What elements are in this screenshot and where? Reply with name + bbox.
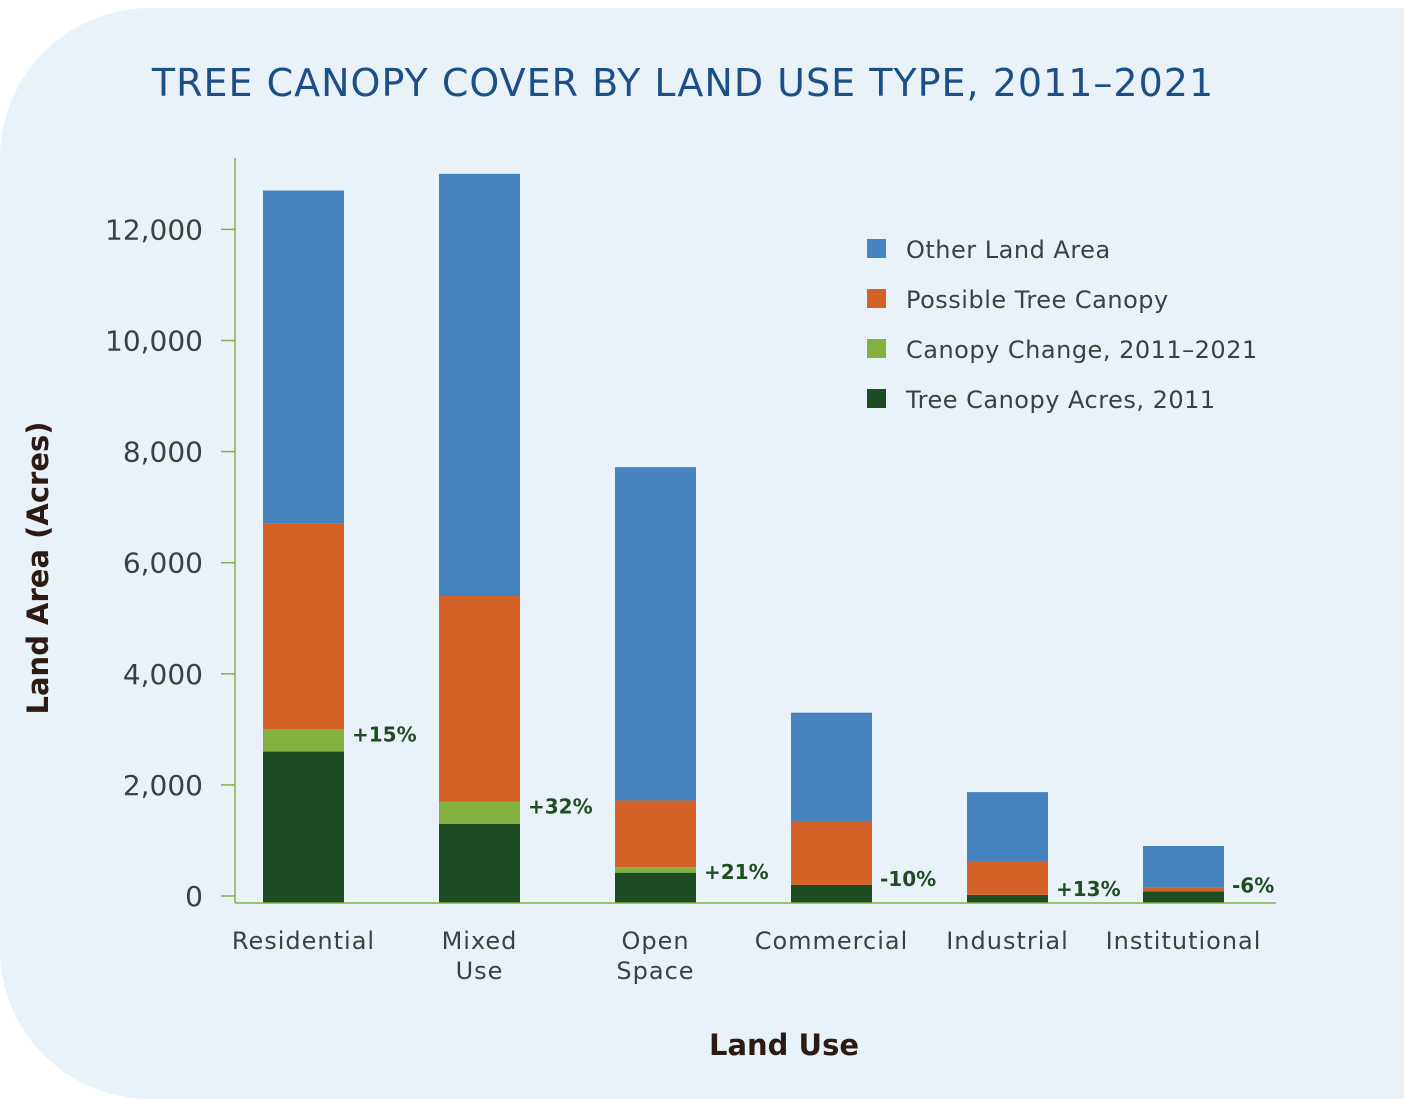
- y-tick-label: 10,000: [105, 325, 203, 358]
- legend-label: Other Land Area: [906, 236, 1111, 264]
- change-label: +13%: [1056, 877, 1121, 901]
- x-tick-label: Mixed: [442, 927, 518, 955]
- bar-segment: [263, 523, 344, 730]
- bar-segment: [791, 821, 872, 885]
- y-tick-label: 0: [185, 880, 203, 913]
- x-tick-label: Space: [616, 957, 694, 985]
- bar-stack: +15%: [263, 190, 417, 903]
- legend-item: Other Land Area: [867, 236, 1111, 264]
- bar-segment: [967, 894, 1048, 903]
- bar-segment: [791, 712, 872, 822]
- change-label: -10%: [880, 867, 936, 891]
- bar-segment: [439, 596, 520, 802]
- legend-item: Tree Canopy Acres, 2011: [867, 386, 1216, 414]
- x-tick-label: Open: [621, 927, 689, 955]
- bar-segment: [967, 861, 1048, 895]
- y-tick-label: 12,000: [105, 213, 203, 246]
- y-tick-label: 6,000: [123, 547, 203, 580]
- x-tick-label: Residential: [232, 927, 375, 955]
- bar-segment: [791, 884, 872, 903]
- bar-segment: [263, 729, 344, 752]
- legend-label: Possible Tree Canopy: [906, 286, 1169, 314]
- bar-segment: [1143, 846, 1224, 888]
- bar-stack: +13%: [967, 792, 1121, 903]
- bar-segment: [615, 872, 696, 903]
- bar-segment: [967, 792, 1048, 862]
- change-label: +32%: [528, 795, 593, 819]
- y-axis: 0 2,000 4,000 6,000 8,000 10,000 12,000: [105, 158, 236, 913]
- bar-stack: -6%: [1143, 846, 1274, 903]
- legend-item: Possible Tree Canopy: [867, 286, 1169, 314]
- bar-segment: [615, 467, 696, 801]
- bars: +15% +32% +21% -10% +13% -6%: [263, 173, 1274, 903]
- bar-segment: [439, 801, 520, 824]
- legend-swatch: [867, 289, 886, 308]
- legend-swatch: [867, 389, 886, 408]
- chart-title: TREE CANOPY COVER BY LAND USE TYPE, 2011…: [151, 61, 1214, 105]
- bar-segment: [439, 173, 520, 597]
- bar-segment: [1143, 887, 1224, 892]
- bar-segment: [263, 751, 344, 903]
- legend-label: Canopy Change, 2011–2021: [906, 336, 1258, 364]
- bar-stack: -10%: [791, 712, 936, 903]
- y-axis-title: Land Area (Acres): [21, 421, 55, 714]
- x-tick-label: Commercial: [755, 927, 909, 955]
- y-tick-label: 2,000: [123, 769, 203, 802]
- legend-swatch: [867, 239, 886, 258]
- legend: Other Land Area Possible Tree Canopy Canop…: [867, 236, 1258, 414]
- bar-segment: [263, 190, 344, 524]
- bar-segment: [615, 800, 696, 868]
- change-label: -6%: [1232, 873, 1274, 897]
- bar-segment: [1143, 891, 1224, 903]
- x-axis-title: Land Use: [709, 1028, 859, 1062]
- y-tick-label: 8,000: [123, 436, 203, 469]
- y-tick-label: 4,000: [123, 658, 203, 691]
- bar-segment: [615, 867, 696, 873]
- x-tick-label: Industrial: [946, 927, 1069, 955]
- bar-stack: +21%: [615, 467, 769, 903]
- bar-segment: [439, 823, 520, 903]
- change-label: +21%: [704, 860, 769, 884]
- change-label: +15%: [352, 722, 417, 746]
- bar-stack: +32%: [439, 173, 593, 903]
- chart-background: [0, 8, 1404, 1099]
- legend-label: Tree Canopy Acres, 2011: [905, 386, 1216, 414]
- legend-item: Canopy Change, 2011–2021: [867, 336, 1258, 364]
- legend-swatch: [867, 339, 886, 358]
- x-tick-label: Institutional: [1106, 927, 1262, 955]
- x-tick-label: Use: [456, 957, 504, 985]
